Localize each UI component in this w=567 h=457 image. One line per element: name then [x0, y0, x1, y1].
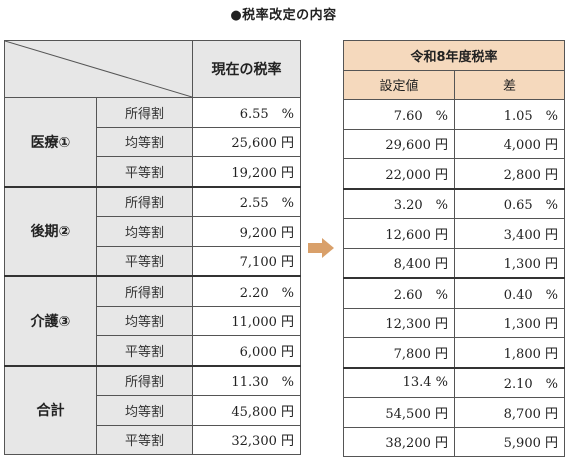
- new-rate-value: 3.20 %: [343, 187, 455, 219]
- new-rate-title: 令和8年度税率: [342, 40, 566, 71]
- table-row: 2.60 % 0.40 %: [343, 277, 566, 309]
- current-rate-value: 32,300 円: [192, 424, 301, 455]
- current-rate-value: 6.55 %: [192, 97, 301, 128]
- table-row: 医療① 所得割 6.55 %: [4, 97, 301, 187]
- current-rate-value: 9,200 円: [192, 216, 301, 247]
- group-label: 合計: [4, 364, 97, 455]
- new-rate-value: 7.60 %: [343, 99, 455, 130]
- current-rate-value: 11.30 %: [192, 364, 301, 396]
- current-rate-value: 7,100 円: [192, 245, 301, 277]
- current-rate-value: 25,600 円: [192, 126, 301, 157]
- difference-value: 8,700 円: [453, 397, 566, 428]
- current-rate-table: 現在の税率 医療① 所得割 6.55 % 均等割 25,600 円平等割 19,200 円…: [4, 40, 301, 455]
- new-rate-table: 令和8年度税率 設定値 差 7.60 % 1.05 % 29,600 円 4,000 …: [342, 40, 566, 457]
- group-label: 医療①: [4, 97, 97, 187]
- new-rate-value: 12,600 円: [343, 218, 455, 249]
- table-row: 7,800 円 1,800 円: [343, 337, 566, 368]
- current-rate-value: 19,200 円: [192, 156, 301, 187]
- difference-value: 0.40 %: [453, 277, 566, 309]
- difference-value: 1,800 円: [453, 337, 566, 368]
- new-rate-value: 2.60 %: [343, 277, 455, 309]
- table-row: 平等割 7,100 円: [5, 245, 301, 277]
- difference-value: 4,000 円: [453, 128, 566, 159]
- table-row: 12,300 円 1,300 円: [343, 307, 566, 338]
- table-row: 介護③ 所得割 2.20 %: [4, 275, 301, 366]
- table-row: 均等割 9,200 円: [5, 216, 301, 247]
- new-rate-value: 29,600 円: [343, 128, 455, 159]
- difference-value: 2.10 %: [453, 366, 566, 398]
- tax-item-label: 均等割: [96, 126, 193, 157]
- table-row: 22,000 円 2,800 円: [343, 158, 566, 189]
- difference-header: 差: [453, 69, 566, 100]
- difference-value: 1,300 円: [453, 247, 566, 279]
- current-rate-header: 現在の税率: [192, 40, 301, 98]
- tax-item-label: 均等割: [96, 216, 193, 247]
- group-label: 後期②: [4, 185, 97, 277]
- tax-item-label: 平等割: [96, 424, 193, 455]
- tax-item-label: 均等割: [96, 305, 193, 336]
- table-row: 均等割 25,600 円: [5, 126, 301, 157]
- new-rate-value: 7,800 円: [343, 337, 455, 368]
- current-rate-value: 45,800 円: [192, 395, 301, 426]
- tax-item-label: 所得割: [96, 97, 193, 128]
- difference-value: 5,900 円: [453, 426, 566, 457]
- table-row: 13.4 % 2.10 %: [343, 366, 566, 398]
- new-rate-value: 38,200 円: [343, 426, 455, 457]
- table-row: 38,200 円 5,900 円: [343, 426, 566, 457]
- tax-item-label: 所得割: [96, 185, 193, 217]
- current-rate-value: 2.20 %: [192, 275, 301, 307]
- document-title: ●税率改定の内容: [230, 8, 337, 23]
- tax-item-label: 平等割: [96, 156, 193, 187]
- new-rate-value: 12,300 円: [343, 307, 455, 338]
- group-label: 介護③: [4, 275, 97, 366]
- current-rate-value: 2.55 %: [192, 185, 301, 217]
- setting-value-header: 設定値: [343, 69, 455, 100]
- diagonal-line: [5, 41, 192, 97]
- difference-value: 0.65 %: [453, 187, 566, 219]
- difference-value: 3,400 円: [453, 218, 566, 249]
- new-rate-value: 54,500 円: [343, 397, 455, 428]
- table-row: 後期② 所得割 2.55 %: [4, 185, 301, 277]
- tax-item-label: 所得割: [96, 364, 193, 396]
- table-row: 8,400 円 1,300 円: [343, 247, 566, 279]
- new-rate-value: 13.4 %: [343, 366, 455, 398]
- current-rate-value: 6,000 円: [192, 335, 301, 366]
- tax-item-label: 所得割: [96, 275, 193, 307]
- current-rate-value: 11,000 円: [192, 305, 301, 336]
- difference-value: 1.05 %: [453, 99, 566, 130]
- table-row: 7.60 % 1.05 %: [343, 99, 566, 130]
- table-row: 29,600 円 4,000 円: [343, 128, 566, 159]
- table-row: 均等割 11,000 円: [5, 305, 301, 336]
- tax-item-label: 均等割: [96, 395, 193, 426]
- right-arrow-icon: [308, 238, 334, 258]
- difference-value: 1,300 円: [453, 307, 566, 338]
- table-row: 平等割 6,000 円: [5, 335, 301, 366]
- new-rate-value: 22,000 円: [343, 158, 455, 189]
- table-row: 均等割 45,800 円: [5, 395, 301, 426]
- tax-item-label: 平等割: [96, 335, 193, 366]
- table-row: 12,600 円 3,400 円: [343, 218, 566, 249]
- new-rate-value: 8,400 円: [343, 247, 455, 279]
- difference-value: 2,800 円: [453, 158, 566, 189]
- header-diagonal-cell: [4, 40, 193, 98]
- table-row: 合計 所得割 11.30 %: [4, 364, 301, 455]
- tax-item-label: 平等割: [96, 245, 193, 277]
- table-row: 3.20 % 0.65 %: [343, 187, 566, 219]
- table-row: 54,500 円 8,700 円: [343, 397, 566, 428]
- table-row: 平等割 19,200 円: [5, 156, 301, 187]
